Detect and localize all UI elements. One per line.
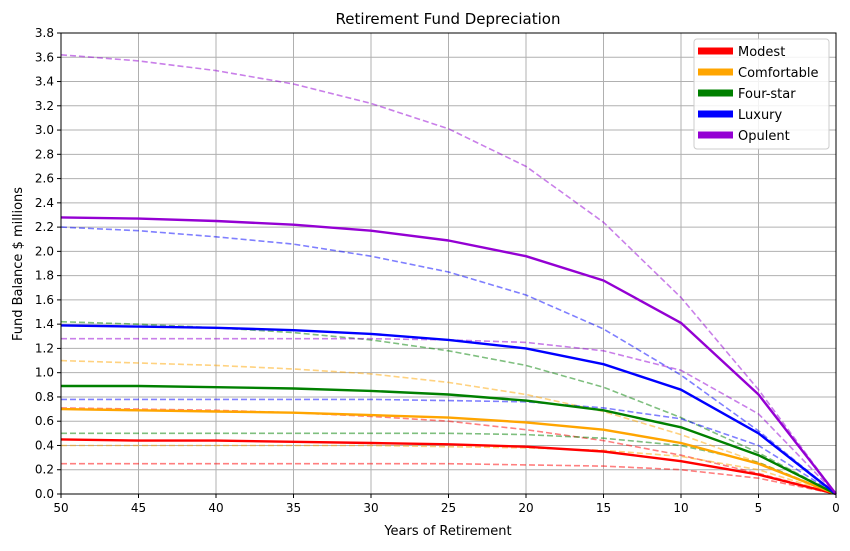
reference-dashed-line xyxy=(61,444,837,495)
x-tick-label: 10 xyxy=(673,501,688,515)
y-tick-label: 3.6 xyxy=(35,50,54,64)
legend-swatch xyxy=(698,89,733,97)
y-tick-label: 2.0 xyxy=(35,244,54,258)
x-tick-label: 5 xyxy=(755,501,763,515)
legend-box xyxy=(693,38,830,150)
y-tick-label: 2.4 xyxy=(35,196,54,210)
legend-swatch xyxy=(698,110,733,118)
reference-dashed-line xyxy=(60,359,837,495)
x-tick-label: 45 xyxy=(131,501,146,515)
y-tick-label: 1.2 xyxy=(35,341,54,355)
y-axis-label: Fund Balance $ millions xyxy=(11,187,26,341)
y-tick-label: 2.6 xyxy=(35,172,54,186)
series-layer xyxy=(60,54,837,496)
y-tick-label: 0.2 xyxy=(35,463,54,477)
legend-swatch xyxy=(698,131,733,139)
reference-dashed-line xyxy=(61,462,837,495)
legend-label: Luxury xyxy=(738,108,783,123)
legend-label: Four-star xyxy=(738,87,796,102)
x-tick-label: 20 xyxy=(518,501,533,515)
tick-layer: 50 45 40 35 30 25 20 15 10 5 00.00.20.40.60.81.01.… xyxy=(35,26,840,515)
x-axis-label: Years of Retirement xyxy=(383,524,511,539)
comfortable-line xyxy=(60,407,837,496)
y-tick-label: 1.8 xyxy=(35,269,54,283)
x-tick-label: 25 xyxy=(441,501,456,515)
y-tick-label: 0.4 xyxy=(35,438,54,452)
x-tick-label: 0 xyxy=(832,501,840,515)
x-tick-label: 30 xyxy=(363,501,378,515)
y-tick-label: 3.2 xyxy=(35,99,54,113)
y-tick-label: 1.6 xyxy=(35,293,54,307)
y-tick-label: 3.0 xyxy=(35,123,54,137)
y-tick-label: 3.8 xyxy=(35,26,54,40)
legend-label: Opulent xyxy=(738,129,790,144)
y-tick-label: 1.4 xyxy=(35,317,54,331)
reference-dashed-line xyxy=(60,54,837,495)
legend: Modest Comfortable Four-star Luxury Opulent xyxy=(693,38,830,150)
reference-dashed-line xyxy=(61,432,837,495)
y-tick-label: 2.2 xyxy=(35,220,54,234)
x-tick-label: 15 xyxy=(596,501,611,515)
chart-title: Retirement Fund Depreciation xyxy=(336,10,561,28)
legend-label: Comfortable xyxy=(738,66,819,81)
luxury-line xyxy=(60,324,837,495)
modest-line xyxy=(60,438,837,496)
y-tick-label: 0.8 xyxy=(35,390,54,404)
reference-dashed-line xyxy=(60,226,837,495)
y-tick-label: 3.4 xyxy=(35,75,54,89)
x-tick-label: 40 xyxy=(208,501,223,515)
reference-dashed-line xyxy=(61,398,837,495)
x-tick-label: 35 xyxy=(286,501,301,515)
y-tick-label: 0.0 xyxy=(35,487,54,501)
y-tick-label: 0.6 xyxy=(35,414,54,428)
x-tick-label: 50 xyxy=(53,501,68,515)
opulent-line xyxy=(60,216,837,495)
legend-swatch xyxy=(698,68,733,76)
legend-label: Modest xyxy=(738,45,785,60)
legend-swatch xyxy=(698,47,733,55)
y-tick-label: 1.0 xyxy=(35,366,54,380)
four-star-line xyxy=(61,384,837,496)
y-tick-label: 2.8 xyxy=(35,147,54,161)
